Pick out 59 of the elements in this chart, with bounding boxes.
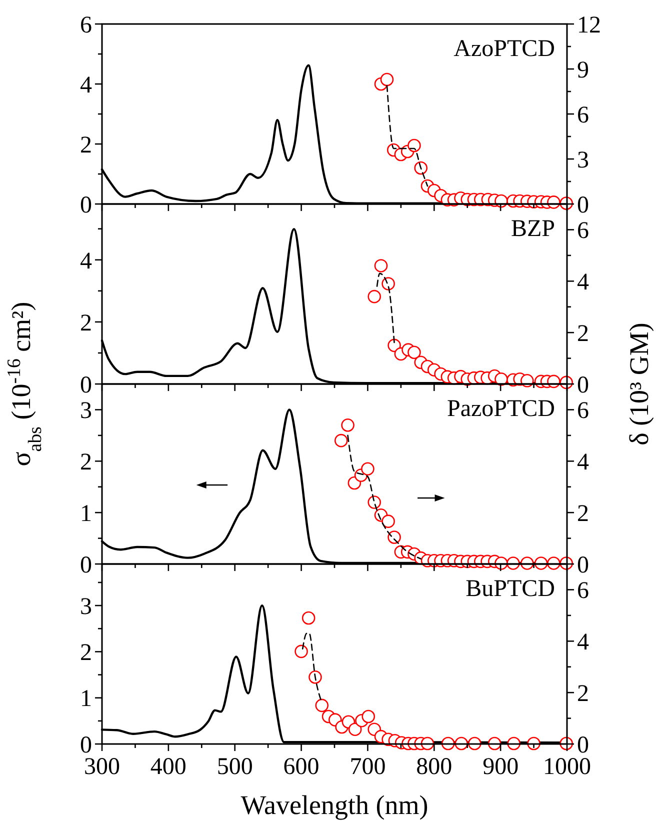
y2-tick-label: 4 xyxy=(577,630,589,656)
y-tick-label: 2 xyxy=(80,640,92,666)
x-axis-title: Wavelength (nm) xyxy=(240,790,428,820)
text: BZP xyxy=(510,216,555,242)
y2-tick-label: 6 xyxy=(577,218,589,244)
y-tick-label: 4 xyxy=(80,72,92,98)
y2-axis-title: δ (10³ GM) xyxy=(624,322,654,446)
x-tick-label: 900 xyxy=(482,754,519,780)
point xyxy=(361,462,374,476)
x-tick-label: 700 xyxy=(350,754,386,780)
y2-tick-label: 4 xyxy=(577,450,589,476)
y-tick-label: 6 xyxy=(80,12,92,38)
text: BuPTCD xyxy=(466,576,555,602)
x-tick-label: 400 xyxy=(150,754,186,780)
point xyxy=(380,72,394,86)
y-tick-label: 0 xyxy=(80,192,92,218)
y-tick-label: 3 xyxy=(80,594,92,620)
point xyxy=(388,530,401,544)
point xyxy=(294,644,308,658)
point xyxy=(334,434,348,448)
point xyxy=(408,138,421,152)
y2-tick-label: 0 xyxy=(577,372,589,398)
y-tick-label: 2 xyxy=(80,450,92,476)
y-tick-label: 2 xyxy=(80,310,92,336)
y-tick-label: 0 xyxy=(80,552,92,578)
y-tick-label: 1 xyxy=(80,686,92,712)
y2-tick-label: 0 xyxy=(577,552,589,578)
x-tick-label: 800 xyxy=(416,754,452,780)
point xyxy=(308,670,322,684)
y2-tick-label: 2 xyxy=(577,320,589,347)
point xyxy=(315,698,329,712)
y2-tick-label: 6 xyxy=(577,578,589,604)
y2-tick-label: 3 xyxy=(577,147,589,174)
point xyxy=(368,290,382,304)
y-tick-label: 2 xyxy=(80,132,92,158)
text: AzoPTCD xyxy=(454,36,555,62)
x-tick-label: 600 xyxy=(283,754,320,780)
point xyxy=(341,418,354,432)
y-tick-label: 1 xyxy=(80,500,92,527)
y2-tick-label: 12 xyxy=(577,12,601,38)
point xyxy=(408,346,421,360)
y2-tick-label: 2 xyxy=(577,680,589,707)
point xyxy=(362,710,376,724)
point xyxy=(348,722,362,736)
text: PazoPTCD xyxy=(447,396,555,422)
y2-tick-label: 6 xyxy=(577,102,589,128)
point xyxy=(382,514,395,528)
y2-tick-label: 2 xyxy=(577,500,589,527)
y-tick-label: 4 xyxy=(80,248,92,274)
point xyxy=(302,611,316,625)
y2-tick-label: 6 xyxy=(577,398,589,424)
point xyxy=(374,259,388,272)
y-tick-label: 3 xyxy=(80,398,92,424)
point xyxy=(382,277,395,290)
y-tick-label: 0 xyxy=(80,372,92,398)
x-tick-label: 500 xyxy=(216,754,253,780)
y2-tick-label: 4 xyxy=(577,270,589,296)
y2-tick-label: 0 xyxy=(577,192,589,218)
y2-tick-label: 9 xyxy=(577,57,589,84)
